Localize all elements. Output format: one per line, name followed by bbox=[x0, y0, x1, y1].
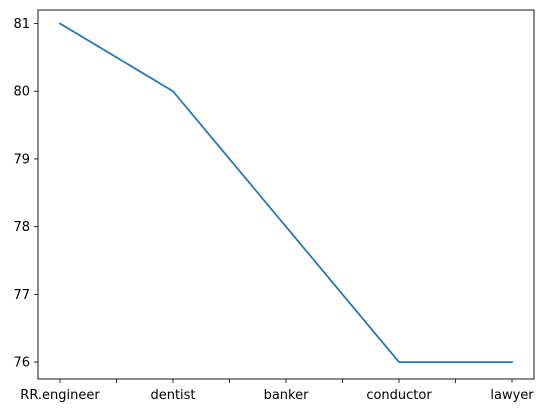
plot-frame bbox=[37, 9, 535, 380]
x-tick-label: conductor bbox=[366, 388, 432, 403]
x-tick-label: banker bbox=[264, 388, 310, 403]
y-axis: 76 77 78 79 80 81 bbox=[13, 17, 38, 371]
series-line bbox=[58, 22, 513, 363]
plot-area bbox=[38, 10, 534, 379]
y-tick-label: 79 bbox=[13, 152, 30, 167]
x-tick-label: dentist bbox=[150, 388, 195, 403]
x-axis: RR.engineer dentist banker conductor lawyer bbox=[20, 379, 534, 403]
y-tick-label: 76 bbox=[13, 356, 30, 371]
y-tick-label: 78 bbox=[13, 220, 30, 235]
y-tick-label: 81 bbox=[13, 17, 30, 32]
y-tick-label: 80 bbox=[13, 85, 30, 100]
y-tick-label: 77 bbox=[13, 288, 30, 303]
x-tick-label: lawyer bbox=[490, 388, 534, 403]
x-tick-label: RR.engineer bbox=[20, 388, 100, 403]
